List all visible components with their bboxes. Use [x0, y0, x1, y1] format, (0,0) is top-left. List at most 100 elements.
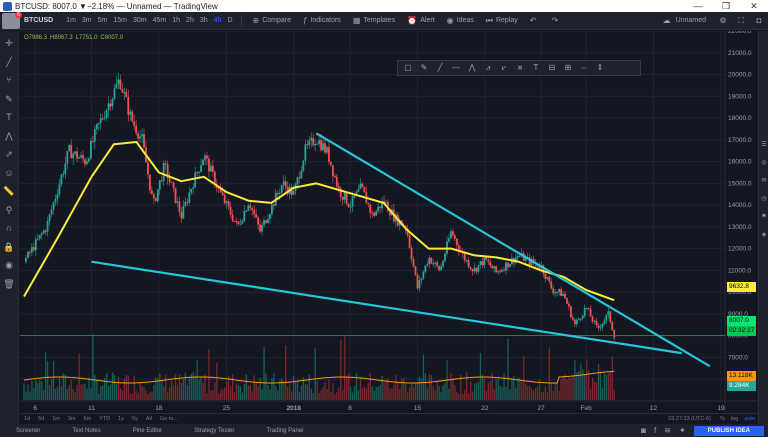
- tab-strategy-tester[interactable]: Strategy Tester: [194, 427, 235, 434]
- publish-idea-button[interactable]: PUBLISH IDEA: [693, 425, 764, 436]
- magnet-icon[interactable]: ∩: [5, 223, 13, 233]
- pattern-icon[interactable]: ⩘: [485, 63, 491, 72]
- range-ytd[interactable]: YTD: [99, 416, 111, 422]
- volume-bar: [78, 353, 80, 400]
- redo-button[interactable]: ↷: [551, 16, 561, 25]
- fullscreen-icon[interactable]: ⛶: [738, 15, 744, 25]
- timeframe-D[interactable]: D: [227, 17, 233, 24]
- text-icon[interactable]: T: [6, 112, 12, 122]
- auto-toggle[interactable]: auto: [744, 416, 755, 422]
- pen-icon[interactable]: ✎: [420, 63, 428, 72]
- floating-drawing-widget[interactable]: ▢ ✎ ╱ — ⋀ ⩘ ⩗ ⩙ T ⊟ ⊞ ⇔ ⇕: [397, 60, 641, 76]
- range-all[interactable]: All: [145, 416, 152, 422]
- avatar[interactable]: 6: [2, 11, 22, 29]
- maximize-button[interactable]: ❐: [721, 0, 731, 11]
- gann-icon[interactable]: ⊞: [564, 63, 572, 72]
- templates-button[interactable]: ▦ Templates: [352, 16, 396, 25]
- timeframe-4h[interactable]: 4h: [213, 17, 222, 24]
- elliott-icon[interactable]: ⩗: [501, 63, 507, 72]
- fib-channel-icon[interactable]: ⊟: [548, 63, 556, 72]
- trend-line-icon[interactable]: ╱: [6, 56, 12, 67]
- settings-gear-icon[interactable]: ⚙: [719, 16, 727, 25]
- text-icon[interactable]: T: [533, 63, 539, 72]
- hotlist-icon[interactable]: ◷: [761, 196, 767, 202]
- cloud-icon[interactable]: ☁: [662, 16, 671, 25]
- facebook-icon[interactable]: f: [654, 426, 657, 435]
- lock-icon[interactable]: 🔒: [3, 241, 15, 252]
- candle-body: [253, 209, 256, 215]
- range-5y[interactable]: 5y: [131, 416, 138, 422]
- camera-snapshot-icon[interactable]: ◙: [641, 426, 647, 435]
- timeframe-45m[interactable]: 45m: [152, 17, 167, 24]
- flag-icon[interactable]: ⚑: [761, 214, 767, 220]
- alert-button[interactable]: ⏰ Alert: [407, 16, 435, 25]
- timeframe-15m[interactable]: 15m: [113, 17, 127, 24]
- twitter-icon[interactable]: ✦: [678, 426, 686, 435]
- ruler-icon[interactable]: 📏: [3, 186, 15, 196]
- volume-bar: [155, 377, 157, 400]
- range-goto[interactable]: Go to...: [159, 416, 178, 422]
- range-5d[interactable]: 5d: [38, 416, 45, 422]
- minimize-button[interactable]: —: [693, 1, 703, 11]
- timeframe-1h[interactable]: 1h: [172, 17, 181, 24]
- chat-icon[interactable]: ✉: [761, 178, 767, 184]
- pattern-icon[interactable]: ⋀: [5, 130, 13, 141]
- candle-body: [347, 203, 350, 207]
- date-range-icon[interactable]: ⇔: [580, 63, 588, 72]
- volume-bar: [544, 386, 547, 400]
- trash-icon[interactable]: 🗑: [3, 278, 15, 289]
- range-6m[interactable]: 6m: [83, 416, 92, 422]
- dom-icon[interactable]: ◈: [761, 232, 767, 238]
- prediction-icon[interactable]: ⇗: [5, 149, 13, 159]
- ideas-button[interactable]: ◉ Ideas: [446, 16, 474, 25]
- replay-button[interactable]: ⏮ Replay: [485, 15, 518, 25]
- range-1m[interactable]: 1m: [52, 416, 60, 422]
- log-toggle[interactable]: log: [730, 416, 739, 422]
- watchlist-icon[interactable]: ☰: [761, 142, 767, 148]
- tab-trading-panel[interactable]: Trading Panel: [266, 427, 304, 434]
- tab-text-notes[interactable]: Text Notes: [72, 427, 101, 434]
- zoom-icon[interactable]: ⚲: [5, 204, 13, 215]
- calendar-icon[interactable]: ◎: [761, 160, 767, 166]
- camera-icon[interactable]: ◘: [756, 16, 762, 25]
- volume-bar: [290, 391, 293, 400]
- icon-tool-icon[interactable]: ☺: [4, 167, 14, 178]
- candle-body: [93, 129, 96, 142]
- fib-icon[interactable]: ⋀: [468, 63, 476, 72]
- layout-name-button[interactable]: Unnamed: [675, 17, 706, 24]
- timeframe-2h[interactable]: 2h: [186, 17, 194, 24]
- timeframe-3m[interactable]: 3m: [81, 17, 92, 24]
- candle-body: [318, 140, 321, 144]
- tab-screener[interactable]: Screener: [16, 427, 41, 434]
- timeframe-1m[interactable]: 1m: [66, 17, 76, 24]
- indicators-button[interactable]: ƒ Indicators: [303, 16, 341, 25]
- stocktwits-icon[interactable]: ≋: [664, 426, 671, 435]
- line-icon[interactable]: ╱: [437, 63, 443, 72]
- volume-bar: [469, 381, 472, 400]
- range-1y[interactable]: 1y: [118, 416, 124, 422]
- timeframe-30m[interactable]: 30m: [133, 17, 147, 24]
- candle-body: [369, 204, 372, 213]
- range-3m[interactable]: 3m: [67, 416, 76, 422]
- clock-readout[interactable]: 03:27:33 (UTC-6): [668, 416, 712, 422]
- timeframe-5m[interactable]: 5m: [97, 17, 108, 24]
- pitchfork-icon[interactable]: ⑂: [6, 75, 12, 85]
- eye-icon[interactable]: ◉: [5, 260, 13, 270]
- range-1d[interactable]: 1d: [24, 416, 31, 422]
- close-button[interactable]: ✕: [750, 0, 758, 11]
- tab-pine-editor[interactable]: Pine Editor: [132, 427, 163, 434]
- horizontal-line-icon[interactable]: —: [452, 63, 460, 72]
- brush-icon[interactable]: ✎: [5, 93, 13, 104]
- undo-button[interactable]: ↶: [530, 16, 540, 25]
- price-chart[interactable]: 6000.07000.08000.09000.010000.011000.012…: [20, 31, 758, 413]
- candle-body: [119, 79, 122, 89]
- compare-button[interactable]: ⊕ Compare: [252, 16, 292, 25]
- crosshair-icon[interactable]: ✛: [5, 38, 13, 48]
- price-range-icon[interactable]: ⇕: [596, 63, 604, 72]
- timeframe-3h[interactable]: 3h: [199, 17, 208, 24]
- percent-toggle[interactable]: %: [720, 416, 725, 422]
- rectangle-icon[interactable]: ▢: [404, 63, 412, 72]
- symbol-search[interactable]: BTCUSD: [24, 17, 54, 24]
- path-icon[interactable]: ⩙: [517, 63, 523, 72]
- volume-bar: [251, 391, 253, 400]
